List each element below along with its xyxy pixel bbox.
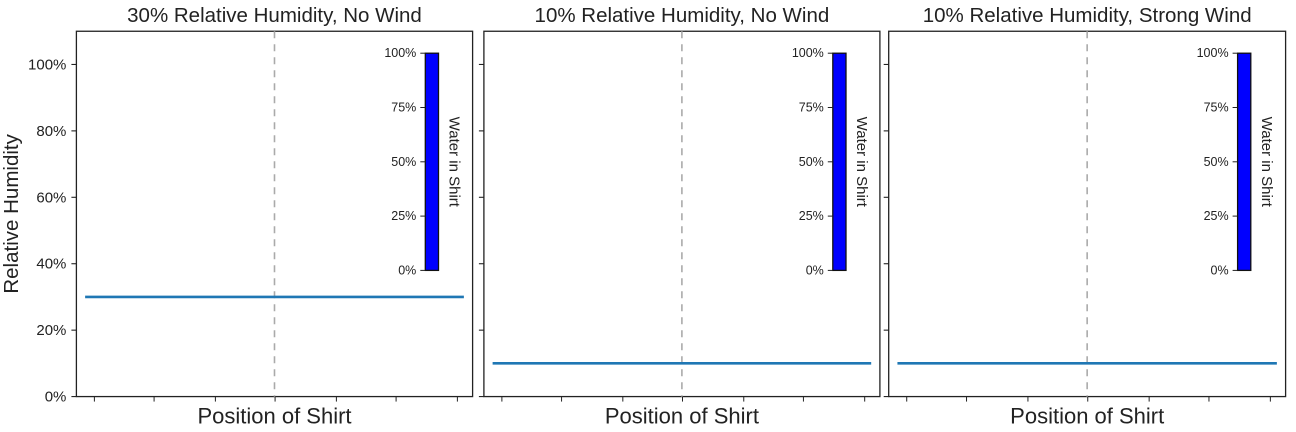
svg-text:Water in Shirt: Water in Shirt bbox=[446, 117, 463, 208]
svg-text:50%: 50% bbox=[1204, 155, 1229, 169]
svg-text:25%: 25% bbox=[391, 209, 416, 223]
svg-text:Relative Humidity: Relative Humidity bbox=[0, 133, 23, 293]
svg-text:25%: 25% bbox=[799, 209, 824, 223]
svg-text:80%: 80% bbox=[36, 123, 66, 140]
svg-text:50%: 50% bbox=[391, 155, 416, 169]
svg-text:Position of Shirt: Position of Shirt bbox=[1010, 404, 1164, 429]
svg-text:Water in Shirt: Water in Shirt bbox=[1258, 117, 1275, 208]
svg-text:0%: 0% bbox=[398, 263, 416, 277]
svg-text:Position of Shirt: Position of Shirt bbox=[605, 404, 759, 429]
svg-text:0%: 0% bbox=[1211, 263, 1229, 277]
svg-text:25%: 25% bbox=[1204, 209, 1229, 223]
svg-text:50%: 50% bbox=[799, 155, 824, 169]
svg-text:30% Relative Humidity, No Wind: 30% Relative Humidity, No Wind bbox=[127, 4, 422, 27]
svg-text:Position of Shirt: Position of Shirt bbox=[197, 404, 351, 429]
svg-text:0%: 0% bbox=[45, 389, 67, 406]
svg-text:Water in Shirt: Water in Shirt bbox=[853, 117, 870, 208]
svg-text:60%: 60% bbox=[36, 189, 66, 206]
svg-text:40%: 40% bbox=[36, 256, 66, 273]
svg-text:75%: 75% bbox=[391, 101, 416, 115]
svg-text:100%: 100% bbox=[792, 46, 824, 60]
svg-text:75%: 75% bbox=[1204, 101, 1229, 115]
svg-text:10% Relative Humidity, No Wind: 10% Relative Humidity, No Wind bbox=[535, 4, 830, 27]
svg-text:75%: 75% bbox=[799, 101, 824, 115]
svg-text:10% Relative Humidity, Strong: 10% Relative Humidity, Strong Wind bbox=[923, 4, 1252, 27]
svg-text:100%: 100% bbox=[28, 57, 66, 74]
svg-text:100%: 100% bbox=[1197, 46, 1229, 60]
svg-text:20%: 20% bbox=[36, 322, 66, 339]
svg-text:100%: 100% bbox=[384, 46, 416, 60]
svg-text:0%: 0% bbox=[806, 263, 824, 277]
